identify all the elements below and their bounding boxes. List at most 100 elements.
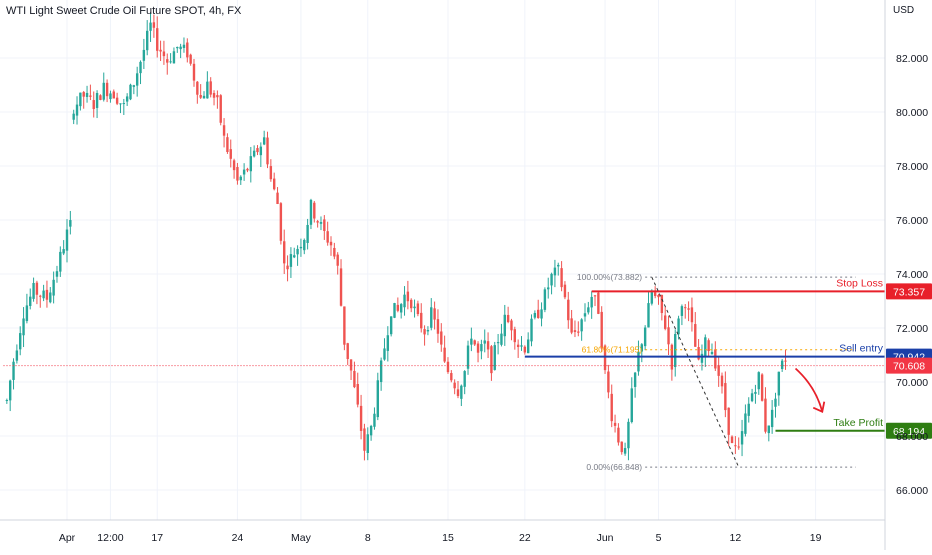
candle-body [179, 46, 182, 50]
candle-body [567, 299, 570, 321]
candle-body [209, 81, 212, 95]
candle-body [580, 319, 583, 332]
candle-body [537, 309, 540, 318]
candle-body [293, 255, 296, 258]
time-tick-label: 22 [519, 532, 531, 544]
candle-body [366, 434, 369, 454]
candle-body [45, 289, 49, 300]
candle-body [169, 61, 172, 63]
candle-body [296, 248, 299, 255]
level-price-tag [886, 357, 932, 374]
candle-body [62, 249, 65, 254]
candle-body [42, 290, 45, 299]
candle-body [189, 54, 192, 64]
candle-body [690, 307, 694, 323]
candle-body [383, 348, 386, 360]
candle-body [156, 28, 159, 51]
candle-body [697, 347, 700, 360]
candle-body [740, 431, 744, 445]
candle-body [396, 304, 400, 311]
candle-body [363, 428, 366, 451]
candle-body [269, 166, 273, 180]
time-tick-label: 12 [730, 532, 742, 544]
candle-body [650, 292, 654, 304]
candle-body [373, 413, 376, 427]
candle-body [443, 347, 446, 362]
candle-body [423, 329, 426, 335]
time-tick-label: 17 [151, 532, 163, 544]
candle-body [399, 304, 403, 313]
candle-body [69, 220, 72, 227]
price-tick-label: 66.000 [896, 485, 928, 497]
candle-body [450, 373, 453, 381]
candle-body [647, 303, 650, 328]
candle-body [510, 320, 513, 331]
candle-body [216, 95, 219, 98]
candle-body [476, 343, 480, 353]
candle-body [49, 292, 52, 303]
candle-body [229, 149, 232, 159]
candle-body [249, 156, 253, 172]
price-tick-label: 82.000 [896, 53, 928, 65]
candle-body [500, 333, 503, 345]
candle-body [653, 292, 657, 296]
candle-body [530, 318, 533, 342]
candle-body [125, 96, 129, 102]
candle-body [226, 137, 229, 152]
currency-label: USD [893, 5, 915, 16]
candle-body [433, 308, 436, 320]
candle-body [413, 306, 416, 309]
candle-body [640, 344, 644, 352]
candle-body [620, 441, 623, 453]
candle-body [349, 359, 353, 371]
candle-body [353, 370, 356, 388]
candle-body [430, 307, 433, 328]
candle-body [152, 22, 156, 28]
candle-body [403, 294, 406, 308]
candle-body [99, 95, 102, 100]
candle-body [25, 305, 29, 322]
candle-body [222, 125, 226, 136]
candle-body [326, 231, 329, 243]
candle-body [577, 331, 580, 333]
candle-body [329, 241, 333, 246]
candle-body [22, 318, 25, 336]
candle-body [119, 103, 122, 105]
candle-body [610, 393, 613, 422]
candle-body [369, 425, 373, 436]
candle-body [272, 178, 276, 190]
candle-body [694, 324, 697, 347]
candle-body [5, 399, 9, 401]
candle-body [587, 307, 590, 313]
candle-body [105, 82, 109, 97]
forecast-arrow [794, 367, 824, 412]
candle-body [687, 308, 690, 310]
candle-body [456, 389, 460, 396]
candles [5, 13, 787, 461]
candle-body [389, 316, 393, 335]
candle-body [109, 93, 112, 100]
candle-body [89, 95, 92, 97]
candle-body [55, 271, 59, 277]
candle-body [192, 63, 196, 81]
candle-body [724, 383, 727, 411]
candle-body [35, 282, 39, 295]
candle-body [663, 315, 667, 329]
candle-body [553, 267, 557, 276]
fib-level-label: 61.80%(71.195) [582, 345, 643, 355]
candle-body [730, 436, 734, 444]
candle-body [770, 409, 774, 428]
candle-body [573, 330, 577, 332]
candle-body [102, 82, 105, 100]
candle-body [172, 51, 176, 64]
candle-body [182, 44, 186, 48]
candle-body [543, 289, 547, 310]
candle-body [774, 398, 777, 407]
candle-body [410, 299, 413, 309]
candle-body [82, 92, 85, 97]
candle-body [186, 42, 189, 58]
candle-body [299, 246, 303, 249]
candle-body [339, 268, 343, 306]
